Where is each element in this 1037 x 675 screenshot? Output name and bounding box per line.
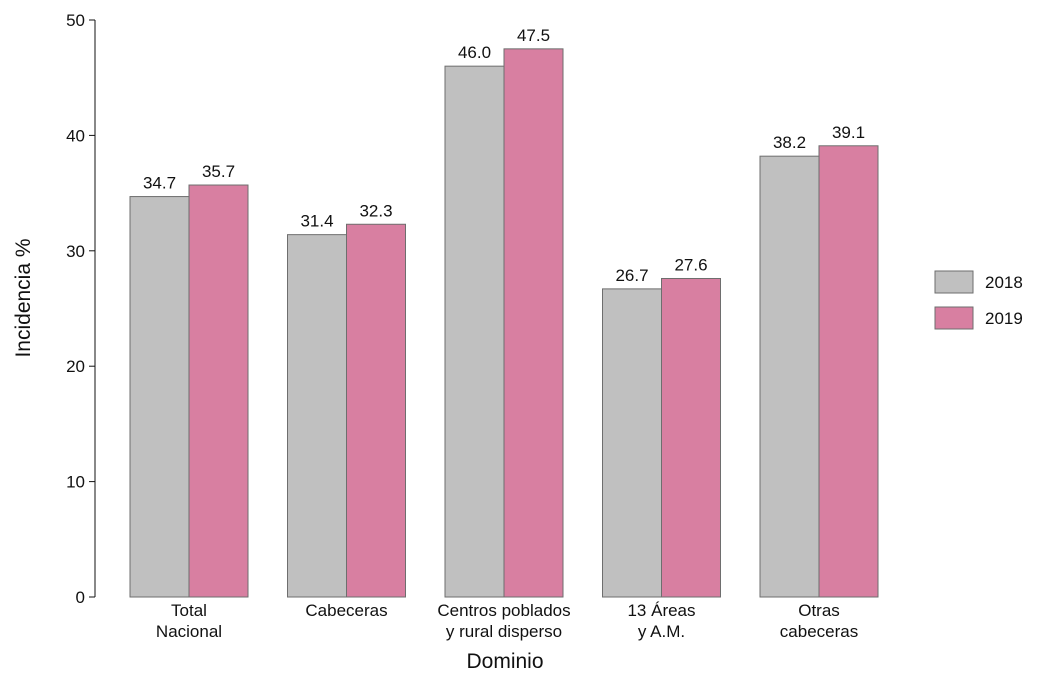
value-label: 32.3 bbox=[359, 201, 392, 220]
y-tick-label: 30 bbox=[66, 242, 85, 261]
value-label: 26.7 bbox=[615, 266, 648, 285]
category-label: Centros poblados bbox=[437, 601, 570, 620]
x-axis: Total Nacional Cabeceras Centros poblados y … bbox=[156, 601, 858, 641]
value-label: 47.5 bbox=[517, 26, 550, 45]
bar-2019 bbox=[818, 145, 879, 598]
bar-2019 bbox=[188, 184, 249, 598]
value-label: 34.7 bbox=[143, 174, 176, 193]
legend-swatch-2019 bbox=[934, 306, 974, 330]
value-label: 38.2 bbox=[773, 133, 806, 152]
value-label: 39.1 bbox=[832, 123, 865, 142]
category-label: Cabeceras bbox=[305, 601, 387, 620]
bar-2018 bbox=[444, 65, 505, 598]
category-label: Nacional bbox=[156, 622, 222, 641]
bar-2019 bbox=[503, 48, 564, 598]
bar-2018 bbox=[129, 196, 190, 598]
category-label: Otras bbox=[798, 601, 840, 620]
category-label: cabeceras bbox=[780, 622, 858, 641]
value-label: 31.4 bbox=[300, 212, 333, 231]
bar-2019 bbox=[661, 277, 721, 598]
x-axis-title: Dominio bbox=[466, 650, 543, 673]
category-label: Total bbox=[171, 601, 207, 620]
category-label: 13 Áreas bbox=[627, 601, 695, 620]
y-axis-title: Incidencia % bbox=[12, 238, 35, 357]
y-tick-label: 0 bbox=[76, 588, 85, 607]
bar-2018 bbox=[759, 155, 820, 598]
legend: 2018 2019 bbox=[934, 270, 1023, 330]
value-label: 27.6 bbox=[674, 255, 707, 274]
legend-label-2019: 2019 bbox=[985, 309, 1023, 328]
category-label: y rural disperso bbox=[446, 622, 562, 641]
bar-2018 bbox=[602, 288, 662, 598]
value-label: 46.0 bbox=[458, 43, 491, 62]
value-labels: 34.7 35.7 31.4 32.3 46.0 47.5 26.7 27.6 38.2 39.1 bbox=[143, 26, 865, 285]
bar-2019 bbox=[346, 223, 406, 598]
y-tick-label: 20 bbox=[66, 357, 85, 376]
legend-label-2018: 2018 bbox=[985, 273, 1023, 292]
y-tick-label: 10 bbox=[66, 473, 85, 492]
value-label: 35.7 bbox=[202, 162, 235, 181]
bars bbox=[129, 48, 879, 598]
y-tick-label: 40 bbox=[66, 126, 85, 145]
bar-2018 bbox=[287, 234, 347, 598]
legend-swatch-2018 bbox=[934, 270, 974, 294]
y-tick-label: 50 bbox=[66, 11, 85, 30]
y-axis: 0 10 20 30 40 50 bbox=[66, 11, 96, 607]
category-label: y A.M. bbox=[638, 622, 685, 641]
